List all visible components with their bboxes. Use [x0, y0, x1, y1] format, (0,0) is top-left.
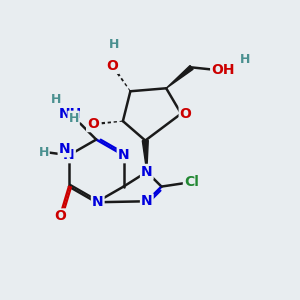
Text: Cl: Cl: [184, 175, 199, 189]
Text: H: H: [51, 93, 61, 106]
Text: H: H: [240, 53, 250, 66]
Text: NH: NH: [59, 107, 82, 121]
Text: H: H: [38, 146, 49, 159]
Text: H: H: [68, 112, 79, 124]
Text: O: O: [180, 107, 191, 121]
Text: O: O: [87, 117, 99, 131]
Text: N: N: [63, 148, 75, 162]
Text: N: N: [141, 165, 153, 179]
Text: N: N: [141, 194, 153, 208]
Text: OH: OH: [211, 63, 235, 77]
Text: N: N: [118, 148, 129, 162]
Text: O: O: [54, 209, 66, 224]
Polygon shape: [166, 65, 193, 88]
Text: N: N: [92, 195, 103, 209]
Text: O: O: [106, 59, 119, 73]
Polygon shape: [142, 140, 148, 172]
Text: N: N: [59, 142, 70, 156]
Text: H: H: [109, 38, 119, 52]
